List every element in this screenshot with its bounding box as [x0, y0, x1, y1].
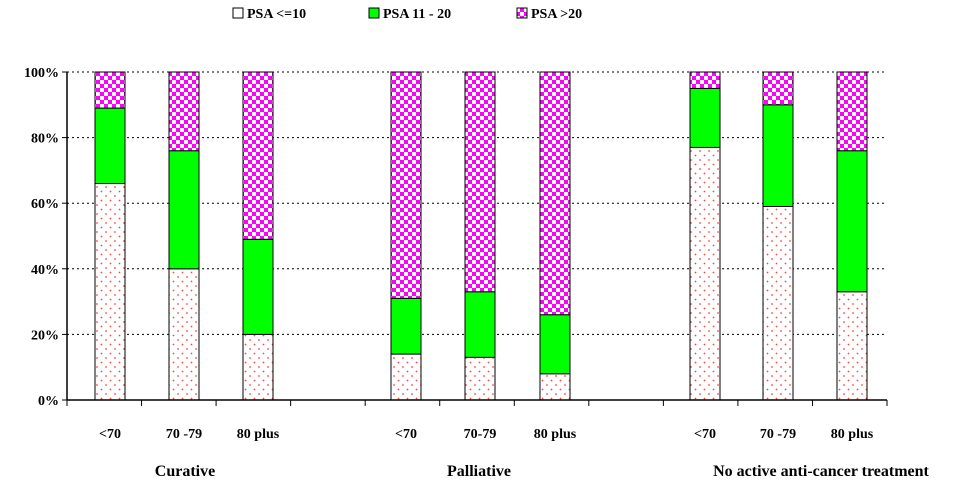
bar-g0-c1-s1: [168, 150, 200, 270]
bar-g0-c2-s0: [242, 333, 274, 401]
x-tick-label-g0-c2: 80 plus: [237, 427, 280, 442]
bar-g2-c1-s2: [762, 71, 794, 106]
group-label-1: Palliative: [447, 463, 511, 480]
y-tick-label-60: 60%: [31, 197, 59, 212]
x-tick-label-g1-c2: 80 plus: [534, 427, 577, 442]
bar-g1-c2-s1: [539, 314, 571, 375]
bar-g2-c0-s0: [689, 146, 721, 401]
x-axis-labels: <70 70 -79 80 plus <70 70-79 80 plus <70 70 -79…: [99, 427, 874, 442]
x-tick-label-g2-c2: 80 plus: [831, 427, 874, 442]
bar-g1-c0-s0: [390, 353, 422, 401]
y-tick-label-40: 40%: [31, 263, 59, 278]
bar-g0-c2-s2: [242, 71, 274, 240]
bar-g0-c0-s2: [94, 71, 126, 109]
bar-g0-c0-s0: [94, 183, 126, 401]
bar-g1-c1-s0: [464, 356, 496, 401]
bar-g0-c2-s1: [242, 238, 274, 335]
bar-g1-c0-s2: [390, 71, 422, 299]
bar-g0-c1-s0: [168, 268, 200, 401]
bar-g1-c0-s1: [390, 297, 422, 355]
bar-g0-c0-s1: [94, 107, 126, 185]
bar-g2-c2-s2: [836, 71, 868, 152]
bar-g1-c1-s1: [464, 291, 496, 358]
bar-g2-c0-s2: [689, 71, 721, 89]
legend-label-0: PSA <=10: [247, 7, 306, 22]
bar-g2-c2-s1: [836, 150, 868, 293]
x-tick-label-g0-c1: 70 -79: [166, 427, 202, 442]
bar-g2-c1-s1: [762, 104, 794, 207]
bars: [94, 71, 868, 401]
legend-label-1: PSA 11 - 20: [383, 7, 451, 22]
bar-g1-c2-s0: [539, 373, 571, 401]
bar-g2-c1-s0: [762, 205, 794, 401]
y-tick-label-80: 80%: [31, 132, 59, 147]
bar-g1-c1-s2: [464, 71, 496, 293]
legend: PSA <=10 PSA 11 - 20 PSA >20: [232, 7, 582, 22]
legend-swatch-2: [516, 7, 528, 19]
axes: [66, 72, 888, 406]
x-tick-label-g2-c1: 70 -79: [760, 427, 796, 442]
group-label-2: No active anti-cancer treatment: [713, 463, 929, 480]
y-axis-ticks: 0% 20% 40% 60% 80% 100%: [24, 66, 67, 409]
legend-label-2: PSA >20: [531, 7, 582, 22]
legend-swatch-0: [232, 7, 244, 19]
bar-g2-c2-s0: [836, 291, 868, 401]
bar-g0-c1-s2: [168, 71, 200, 152]
x-tick-label-g0-c0: <70: [99, 427, 121, 442]
legend-swatch-1: [368, 7, 380, 19]
bar-g1-c2-s2: [539, 71, 571, 316]
x-tick-label-g2-c0: <70: [694, 427, 716, 442]
x-tick-label-g1-c1: 70-79: [464, 427, 497, 442]
x-tick-label-g1-c0: <70: [395, 427, 417, 442]
y-tick-label-0: 0%: [38, 394, 59, 409]
y-tick-label-100: 100%: [24, 66, 59, 81]
group-labels: Curative Palliative No active anti-cancer …: [155, 463, 930, 480]
bar-g2-c0-s1: [689, 87, 721, 148]
group-label-0: Curative: [155, 463, 215, 480]
y-tick-label-20: 20%: [31, 328, 59, 343]
